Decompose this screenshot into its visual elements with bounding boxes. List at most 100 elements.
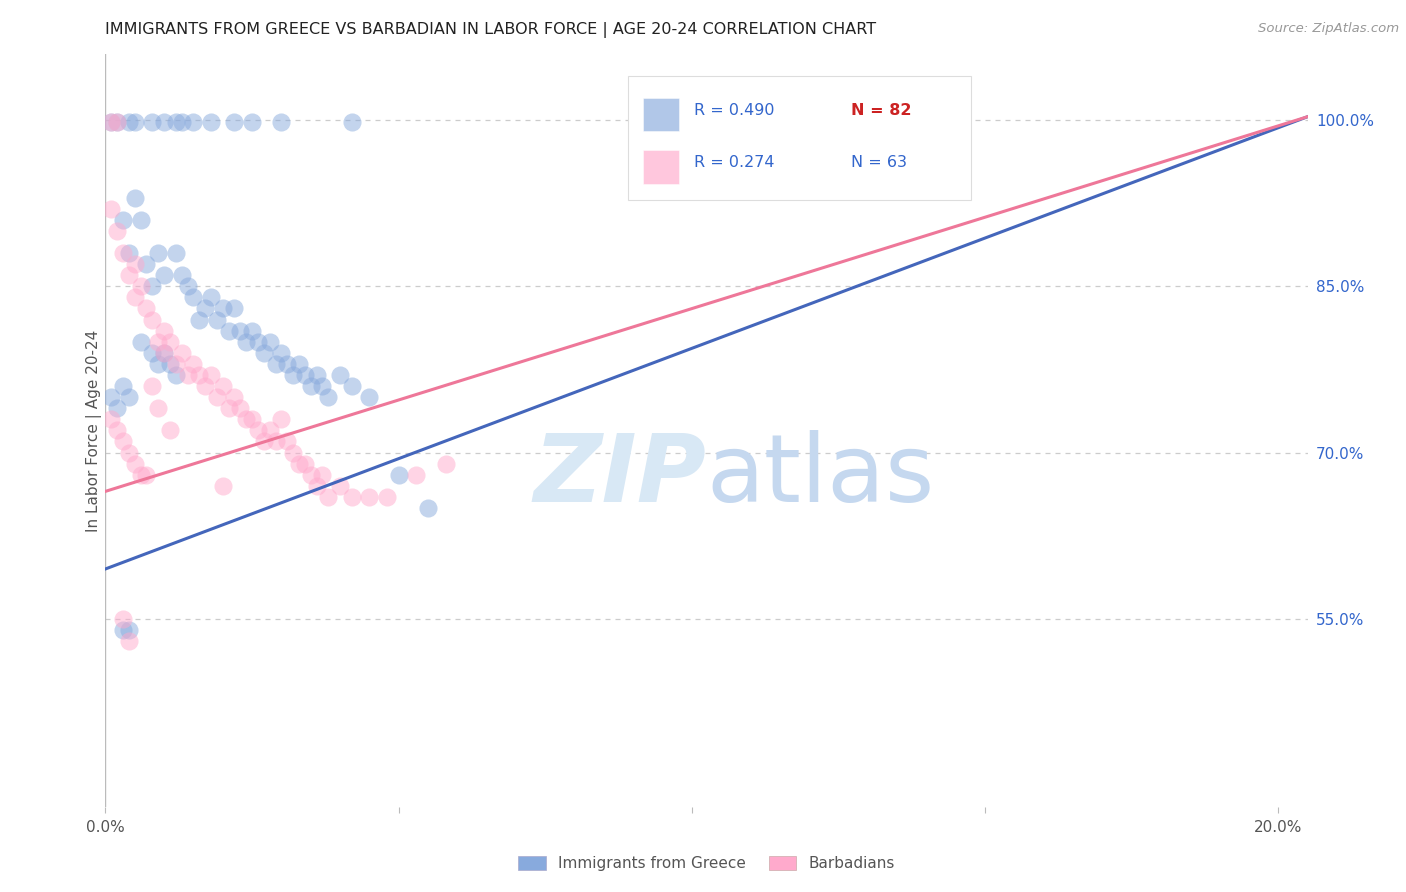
Point — [311, 467, 333, 482]
Point — [281, 368, 304, 382]
FancyBboxPatch shape — [628, 76, 972, 201]
Point — [112, 612, 135, 626]
Point — [211, 301, 233, 316]
Point — [188, 312, 211, 326]
Point — [316, 390, 339, 404]
Point — [294, 368, 316, 382]
Point — [118, 623, 141, 637]
Point — [148, 357, 170, 371]
Point — [224, 390, 246, 404]
Point — [205, 312, 228, 326]
Point — [288, 457, 311, 471]
Point — [183, 115, 205, 129]
Point — [200, 290, 222, 304]
Point — [259, 424, 281, 438]
Point — [153, 346, 176, 360]
Point — [105, 401, 128, 416]
Point — [129, 212, 152, 227]
Point — [270, 346, 292, 360]
Point — [246, 334, 269, 349]
Point — [240, 324, 263, 338]
Point — [148, 334, 170, 349]
Point — [240, 412, 263, 426]
Point — [224, 115, 246, 129]
Point — [118, 115, 141, 129]
FancyBboxPatch shape — [643, 97, 679, 131]
Text: atlas: atlas — [707, 430, 935, 522]
Point — [945, 115, 967, 129]
Point — [253, 346, 276, 360]
Point — [299, 467, 322, 482]
Point — [264, 357, 287, 371]
Point — [129, 279, 152, 293]
Point — [188, 368, 211, 382]
Point — [205, 390, 228, 404]
Point — [100, 202, 122, 216]
Text: ZIP: ZIP — [534, 430, 707, 522]
Point — [270, 412, 292, 426]
Legend: Immigrants from Greece, Barbadians: Immigrants from Greece, Barbadians — [519, 856, 894, 871]
Point — [235, 334, 257, 349]
Point — [148, 246, 170, 260]
Point — [329, 479, 352, 493]
Point — [118, 268, 141, 283]
Point — [200, 115, 222, 129]
Point — [100, 412, 122, 426]
Point — [159, 424, 181, 438]
Point — [359, 390, 381, 404]
Point — [105, 224, 128, 238]
Point — [170, 268, 193, 283]
Point — [359, 490, 381, 504]
Point — [240, 115, 263, 129]
Point — [141, 279, 163, 293]
Point — [375, 490, 398, 504]
Point — [112, 212, 135, 227]
Point — [276, 434, 298, 449]
Point — [118, 246, 141, 260]
Point — [112, 434, 135, 449]
Point — [112, 623, 135, 637]
Point — [388, 467, 411, 482]
Text: Source: ZipAtlas.com: Source: ZipAtlas.com — [1258, 22, 1399, 36]
Point — [915, 115, 938, 129]
Point — [200, 368, 222, 382]
Point — [170, 115, 193, 129]
Point — [141, 115, 163, 129]
Point — [124, 191, 146, 205]
Point — [165, 357, 187, 371]
Point — [141, 379, 163, 393]
Point — [129, 467, 152, 482]
Point — [129, 334, 152, 349]
Point — [311, 379, 333, 393]
Point — [434, 457, 457, 471]
Point — [229, 324, 252, 338]
Point — [112, 379, 135, 393]
Point — [270, 115, 292, 129]
Point — [229, 401, 252, 416]
Point — [105, 115, 128, 129]
Point — [253, 434, 276, 449]
Point — [183, 357, 205, 371]
Point — [148, 401, 170, 416]
Point — [224, 301, 246, 316]
Point — [305, 368, 328, 382]
Text: N = 82: N = 82 — [851, 103, 911, 118]
Point — [405, 467, 427, 482]
Point — [235, 412, 257, 426]
Point — [105, 115, 128, 129]
Point — [288, 357, 311, 371]
Point — [153, 324, 176, 338]
Point — [135, 467, 157, 482]
Point — [329, 368, 352, 382]
Point — [276, 357, 298, 371]
Point — [118, 445, 141, 459]
Point — [159, 334, 181, 349]
Point — [165, 246, 187, 260]
Point — [194, 379, 217, 393]
Point — [165, 368, 187, 382]
Point — [218, 324, 240, 338]
Point — [305, 479, 328, 493]
Text: R = 0.274: R = 0.274 — [695, 155, 775, 170]
Point — [100, 115, 122, 129]
FancyBboxPatch shape — [643, 151, 679, 184]
